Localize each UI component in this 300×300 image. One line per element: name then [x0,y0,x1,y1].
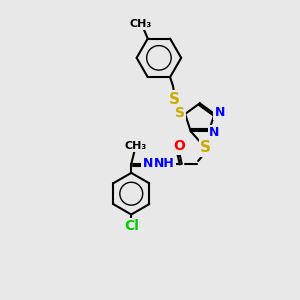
Text: CH₃: CH₃ [129,19,152,29]
Text: NH: NH [154,158,174,170]
Text: Cl: Cl [124,219,139,233]
Text: S: S [169,92,180,107]
Text: N: N [214,106,225,119]
Text: S: S [175,106,185,119]
Text: S: S [200,140,211,155]
Text: N: N [209,126,219,139]
Text: CH₃: CH₃ [124,141,147,151]
Text: O: O [173,139,185,153]
Text: N: N [142,158,153,170]
